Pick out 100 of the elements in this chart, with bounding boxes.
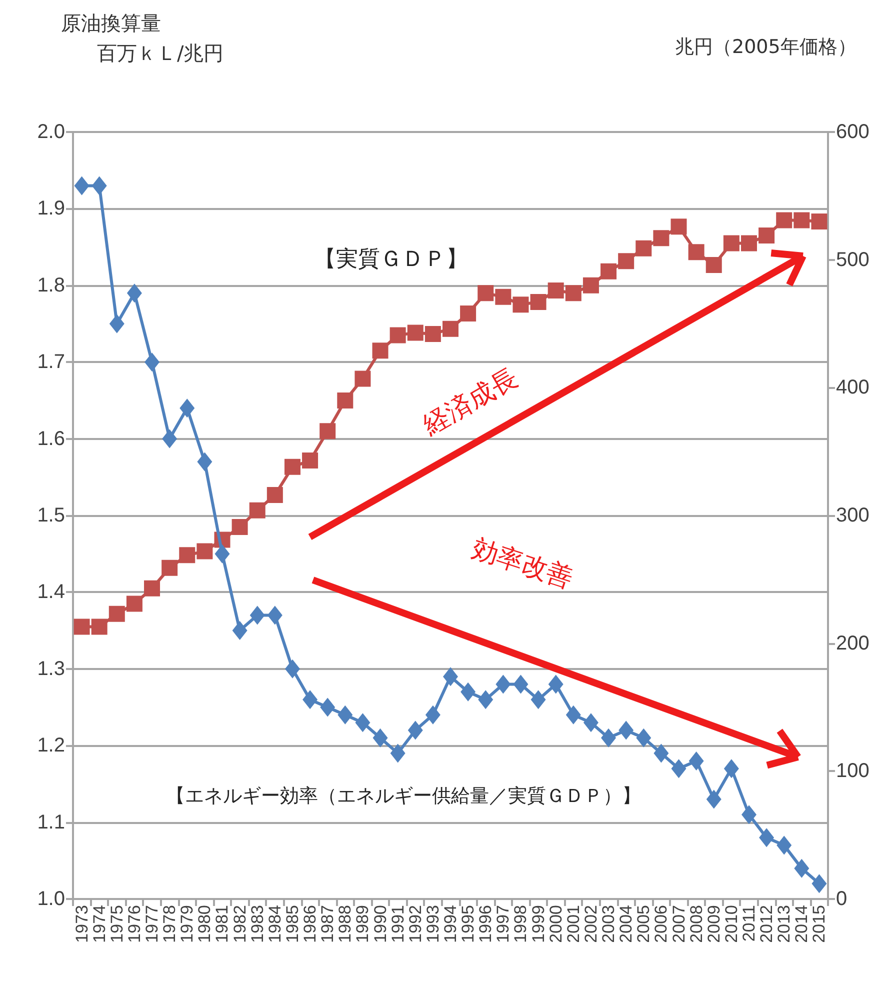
x-tick-label: 1974 <box>90 905 109 943</box>
point <box>266 487 283 504</box>
x-tick-label: 2002 <box>581 905 600 943</box>
x-tick-label: 1998 <box>511 905 530 943</box>
y2-tick-label: 600 <box>836 121 870 143</box>
point <box>144 580 160 596</box>
y-tick-label: 2.0 <box>37 121 65 143</box>
point <box>706 790 722 809</box>
y-tick-label: 1.0 <box>37 888 65 910</box>
point <box>443 667 458 686</box>
point <box>196 543 213 560</box>
point <box>636 240 652 256</box>
x-tick-label: 2003 <box>599 905 618 943</box>
point <box>214 544 230 564</box>
x-tick-label: 1995 <box>458 905 478 943</box>
y-tick-label: 1.6 <box>37 428 65 450</box>
point <box>338 705 353 724</box>
point <box>284 458 300 475</box>
point <box>688 751 704 770</box>
point <box>250 606 265 625</box>
point <box>302 452 318 469</box>
point <box>583 713 598 732</box>
point <box>548 674 564 694</box>
point <box>759 828 774 848</box>
point <box>320 698 336 717</box>
x-tick-label: 1982 <box>230 905 250 943</box>
point <box>180 398 195 418</box>
point <box>162 429 178 448</box>
point <box>582 277 599 294</box>
point <box>408 720 423 740</box>
point <box>372 728 388 748</box>
annotation: 効率改善 <box>467 532 577 596</box>
point <box>723 235 740 252</box>
x-tick-label: 2006 <box>652 905 671 943</box>
y2-axis-title: 兆円（2005年価格） <box>675 35 856 60</box>
point <box>390 327 406 344</box>
y2-tick-label: 300 <box>836 504 870 526</box>
point <box>811 213 828 230</box>
point <box>530 690 546 710</box>
point <box>513 674 528 694</box>
point <box>812 874 827 894</box>
point <box>478 285 494 302</box>
x-tick-label: 2013 <box>774 905 794 943</box>
point <box>108 606 125 622</box>
point <box>688 244 704 260</box>
x-tick-label: 1992 <box>406 905 425 943</box>
point <box>355 713 370 732</box>
y-axis-title: 原油換算量百万ｋＬ/兆円 <box>61 10 225 67</box>
point <box>302 690 318 710</box>
x-tick-label: 1985 <box>282 905 302 943</box>
point <box>600 263 617 280</box>
point <box>109 314 124 334</box>
point <box>776 836 792 855</box>
point <box>566 705 581 724</box>
x-tick-label: 1981 <box>212 905 232 943</box>
x-tick-label: 1980 <box>195 905 214 943</box>
x-tick-label: 1983 <box>248 905 267 943</box>
point <box>390 744 406 763</box>
point <box>618 720 634 740</box>
point <box>548 282 564 299</box>
point <box>601 728 616 748</box>
x-tick-label: 1989 <box>353 905 372 943</box>
x-tick-label: 2000 <box>546 905 566 943</box>
point <box>460 682 476 702</box>
point <box>758 228 775 244</box>
y-tick-label: 1.8 <box>37 274 65 296</box>
point <box>776 212 792 228</box>
point <box>232 519 248 536</box>
x-tick-label: 1987 <box>318 905 338 943</box>
point <box>653 230 670 246</box>
point <box>495 288 512 305</box>
point <box>740 235 757 252</box>
y-tick-label: 1.2 <box>37 734 65 757</box>
y-tick-label: 1.7 <box>37 351 65 374</box>
point <box>442 320 458 337</box>
point <box>197 452 212 472</box>
x-tick-label: 2014 <box>792 905 812 943</box>
point <box>320 423 336 440</box>
y-tick-label: 1.9 <box>37 198 65 220</box>
x-tick-label: 1999 <box>528 905 548 943</box>
x-tick-label: 2001 <box>564 905 583 943</box>
x-tick-label: 1991 <box>388 905 408 943</box>
point <box>337 392 354 408</box>
point <box>144 352 160 372</box>
x-tick-label: 1975 <box>107 905 126 943</box>
point <box>179 547 196 564</box>
x-tick-label: 1984 <box>265 905 284 943</box>
x-tick-label: 2005 <box>634 905 654 943</box>
point <box>92 176 107 196</box>
y2-tick-label: 400 <box>836 376 870 399</box>
point <box>618 253 634 270</box>
point <box>91 618 108 635</box>
point <box>670 218 687 235</box>
point <box>249 502 266 518</box>
point <box>424 326 441 342</box>
point <box>671 759 686 778</box>
x-tick-label: 2012 <box>757 905 776 943</box>
x-tick-label: 2009 <box>704 905 724 943</box>
point <box>372 342 388 359</box>
point <box>636 728 652 748</box>
